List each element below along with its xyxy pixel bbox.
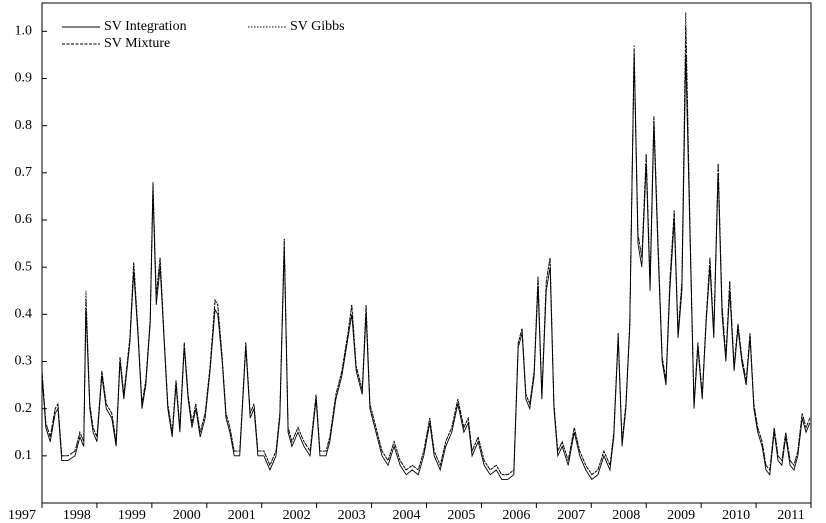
x-tick-label: 2002 — [283, 508, 311, 523]
x-tick-label: 2011 — [777, 508, 804, 523]
y-tick-label: 0.1 — [15, 448, 33, 463]
x-tick-label: 2007 — [557, 508, 585, 523]
y-tick-label: 0.6 — [15, 212, 33, 227]
y-tick-label: 0.5 — [15, 259, 33, 274]
x-tick-label: 2005 — [447, 508, 475, 523]
y-tick-label: 0.2 — [15, 401, 33, 416]
x-tick-label: 1999 — [118, 508, 146, 523]
plot-frame — [41, 2, 812, 504]
series-line — [41, 26, 811, 476]
x-tick-label: 2004 — [393, 508, 421, 523]
legend-label: SV Mixture — [104, 36, 170, 51]
x-tick-label: 2009 — [667, 508, 695, 523]
x-tick-label: 2001 — [228, 508, 256, 523]
x-tick-label: 1997 — [8, 508, 36, 523]
x-tick-label: 2000 — [173, 508, 201, 523]
legend-label: SV Gibbs — [290, 19, 345, 34]
y-tick-label: 1.0 — [15, 24, 33, 39]
x-tick-label: 2008 — [612, 508, 640, 523]
x-tick-label: 2010 — [722, 508, 750, 523]
y-tick-label: 0.4 — [15, 307, 33, 322]
y-tick-label: 0.3 — [15, 354, 33, 369]
series-line — [41, 54, 811, 481]
x-tick-label: 2003 — [338, 508, 366, 523]
y-tick-label: 0.7 — [15, 165, 33, 180]
legend-label: SV Integration — [104, 19, 187, 34]
x-tick-label: 2006 — [502, 508, 530, 523]
series-line — [41, 12, 811, 476]
x-tick-label: 1998 — [63, 508, 91, 523]
y-tick-label: 0.9 — [15, 71, 33, 86]
y-tick-label: 0.8 — [15, 118, 33, 133]
